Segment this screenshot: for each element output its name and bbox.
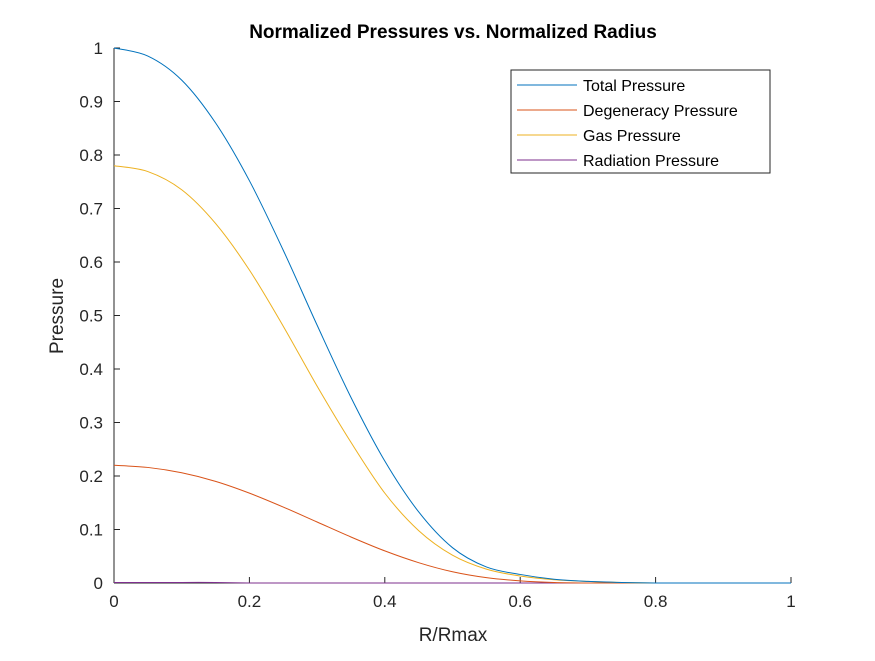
x-tick-label: 0.2: [238, 592, 262, 611]
series-line-degeneracy-pressure: [113, 464, 791, 584]
legend-label-degeneracy-pressure: Degeneracy Pressure: [583, 103, 738, 120]
y-tick-label: 0.1: [79, 521, 103, 540]
axes: 0 0.2 0.4 0.6 0.8 1 0 0.1 0.2 0.3 0.4 0.5 0.6 0.7 0.8 0…: [79, 39, 795, 611]
y-tick-label: 0.4: [79, 360, 103, 379]
y-tick-label: 0.6: [79, 253, 103, 272]
legend-box: [510, 69, 771, 174]
y-tick-label: 1: [94, 39, 103, 58]
x-tick-label: 0.8: [644, 592, 668, 611]
y-axis-label: Pressure: [47, 278, 68, 354]
chart-title: Normalized Pressures vs. Normalized Radi…: [249, 22, 657, 43]
y-tick-label: 0.2: [79, 467, 103, 486]
series-lines: [113, 47, 791, 584]
series-line-gas-pressure: [113, 165, 791, 584]
x-tick-label: 1: [786, 592, 795, 611]
legend-label-total-pressure: Total Pressure: [583, 78, 685, 95]
y-tick-label: 0: [94, 574, 103, 593]
y-tick-label: 0.3: [79, 414, 103, 433]
series-line-total-pressure: [113, 47, 791, 584]
y-tick-label: 0.8: [79, 146, 103, 165]
legend-label-radiation-pressure: Radiation Pressure: [583, 153, 719, 170]
legend: Total Pressure Degeneracy Pressure Gas Pre…: [510, 69, 771, 174]
y-tick-label: 0.9: [79, 93, 103, 112]
y-tick-label: 0.7: [79, 200, 103, 219]
legend-label-gas-pressure: Gas Pressure: [583, 128, 681, 145]
x-axis-label: R/Rmax: [419, 625, 488, 646]
x-tick-label: 0: [109, 592, 118, 611]
x-tick-label: 0.4: [373, 592, 397, 611]
y-tick-label: 0.5: [79, 307, 103, 326]
x-tick-label: 0.6: [508, 592, 532, 611]
